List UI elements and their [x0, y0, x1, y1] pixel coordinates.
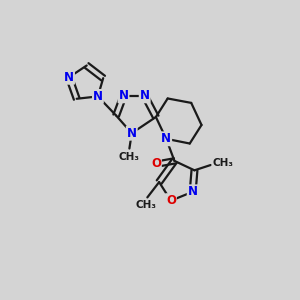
- Text: N: N: [161, 132, 171, 145]
- Text: N: N: [118, 89, 128, 102]
- Text: N: N: [188, 185, 198, 198]
- Text: CH₃: CH₃: [119, 152, 140, 162]
- Text: O: O: [166, 194, 176, 207]
- Text: N: N: [64, 71, 74, 84]
- Text: N: N: [93, 90, 103, 103]
- Text: CH₃: CH₃: [212, 158, 233, 168]
- Text: O: O: [151, 157, 161, 170]
- Text: N: N: [127, 127, 137, 140]
- Text: CH₃: CH₃: [135, 200, 156, 210]
- Text: N: N: [140, 89, 150, 102]
